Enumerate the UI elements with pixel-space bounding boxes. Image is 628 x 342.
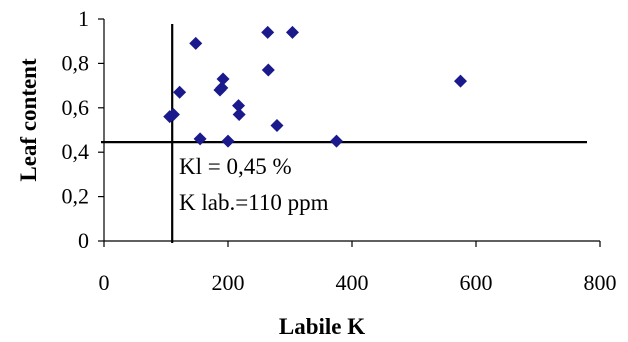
x-tick-label: 200 <box>212 270 245 295</box>
data-point <box>285 25 299 39</box>
y-tick-label: 0,2 <box>62 184 90 209</box>
data-point <box>454 74 467 88</box>
y-axis-title: Leaf content <box>16 58 41 182</box>
x-ticks: 0 200 400 600 800 <box>99 241 617 295</box>
y-tick-label: 0,6 <box>62 95 90 120</box>
data-point <box>261 63 275 77</box>
x-axis-title: Labile K <box>279 314 365 339</box>
data-point <box>216 72 230 86</box>
data-point <box>221 134 235 148</box>
data-point <box>193 132 207 146</box>
data-point <box>330 134 343 148</box>
y-ticks: 0 0,2 0,4 0,6 0,8 1 <box>62 6 104 253</box>
x-tick-label: 600 <box>460 270 493 295</box>
x-tick-label: 400 <box>336 270 369 295</box>
reference-lines <box>101 24 587 243</box>
y-tick-label: 0 <box>78 228 89 253</box>
data-point <box>173 85 187 99</box>
x-tick-label: 800 <box>584 270 617 295</box>
x-tick-label: 0 <box>99 270 110 295</box>
y-tick-label: 0,8 <box>62 50 90 75</box>
annotation-threshold-labile: K lab.=110 ppm <box>179 190 329 215</box>
data-point <box>166 107 180 121</box>
data-points <box>163 25 467 148</box>
data-point <box>189 36 203 50</box>
data-point <box>232 107 246 121</box>
annotations: Kl = 0,45 % K lab.=110 ppm <box>179 154 329 215</box>
data-point <box>261 25 275 39</box>
y-tick-label: 1 <box>78 6 89 31</box>
data-point <box>232 99 246 113</box>
y-tick-label: 0,4 <box>62 139 90 164</box>
data-point <box>270 119 284 133</box>
annotation-threshold-leaf: Kl = 0,45 % <box>179 154 292 179</box>
data-point <box>215 81 229 95</box>
